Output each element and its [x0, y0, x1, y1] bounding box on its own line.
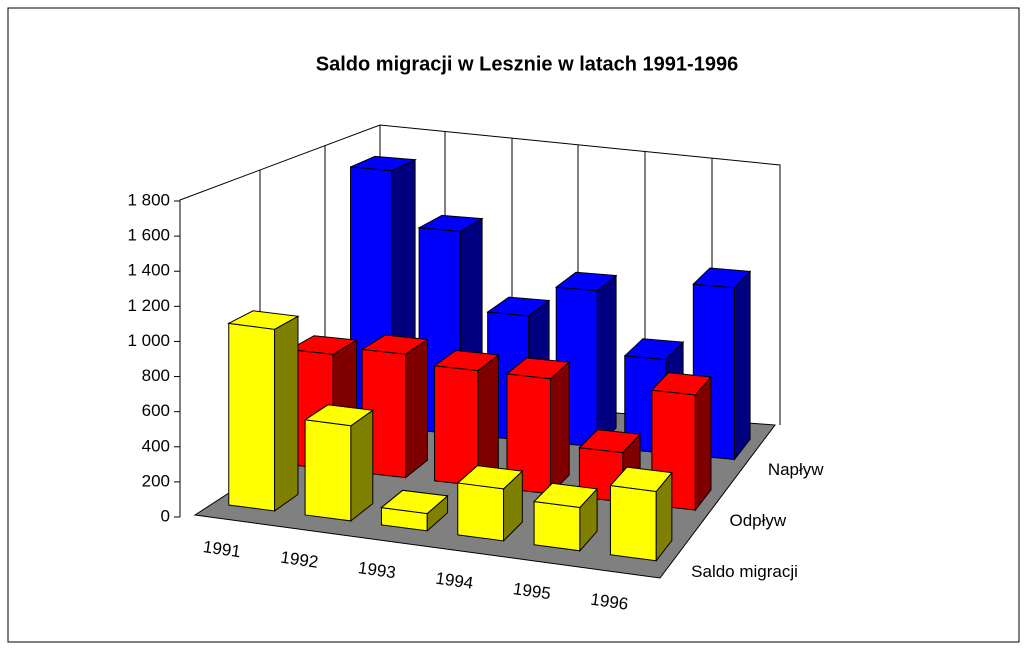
bar-top [505, 357, 571, 380]
bar-top [578, 429, 642, 454]
bar [505, 357, 571, 496]
bar-top [623, 338, 685, 361]
bar-front [434, 365, 479, 487]
bar-top [350, 155, 418, 172]
y-tick-label: 1 800 [127, 190, 170, 209]
bar-side [694, 375, 712, 512]
bar-top [486, 296, 551, 317]
bar-front [228, 322, 276, 512]
chart-title: Saldo migracji w Lesznie w latach 1991-1… [316, 53, 738, 75]
bar-top [456, 465, 524, 490]
bar-side [549, 361, 570, 496]
bar-top [609, 466, 673, 493]
bar [609, 466, 673, 563]
bar-top [692, 267, 752, 289]
bar-front [609, 484, 657, 562]
y-tick-label: 400 [142, 436, 170, 455]
series-label: Napływ [768, 460, 824, 479]
series-label: Saldo migracji [691, 562, 798, 581]
bar-top [417, 214, 484, 233]
bar-side [274, 315, 299, 512]
bar-top [433, 349, 500, 372]
y-tick-label: 1 400 [127, 261, 170, 280]
bar-side [733, 270, 751, 461]
bar-front [533, 500, 581, 552]
bar-side [596, 274, 617, 449]
bar-top [227, 310, 300, 330]
bar-front [457, 482, 505, 542]
bar [456, 465, 524, 543]
bar-side [405, 338, 428, 479]
y-tick-label: 800 [142, 366, 170, 385]
bar-top [650, 372, 713, 396]
bar-top [533, 482, 599, 509]
bar [433, 349, 500, 487]
bar-top [380, 489, 449, 515]
bar-top [303, 404, 375, 427]
bar-top [360, 334, 429, 355]
bar [533, 482, 599, 553]
bar-side [350, 409, 374, 522]
y-tick-label: 200 [142, 471, 170, 490]
bar [303, 404, 375, 522]
bar-top [288, 335, 359, 355]
bar-top [554, 271, 618, 292]
bar [227, 310, 300, 512]
bar [380, 489, 449, 532]
y-tick-label: 1 000 [127, 331, 170, 350]
bar-front [304, 419, 352, 522]
y-tick-label: 1 200 [127, 296, 170, 315]
y-tick-label: 600 [142, 401, 170, 420]
y-tick-label: 0 [161, 506, 170, 525]
y-tick-label: 1 600 [127, 226, 170, 245]
series-label: Odpływ [730, 511, 787, 530]
